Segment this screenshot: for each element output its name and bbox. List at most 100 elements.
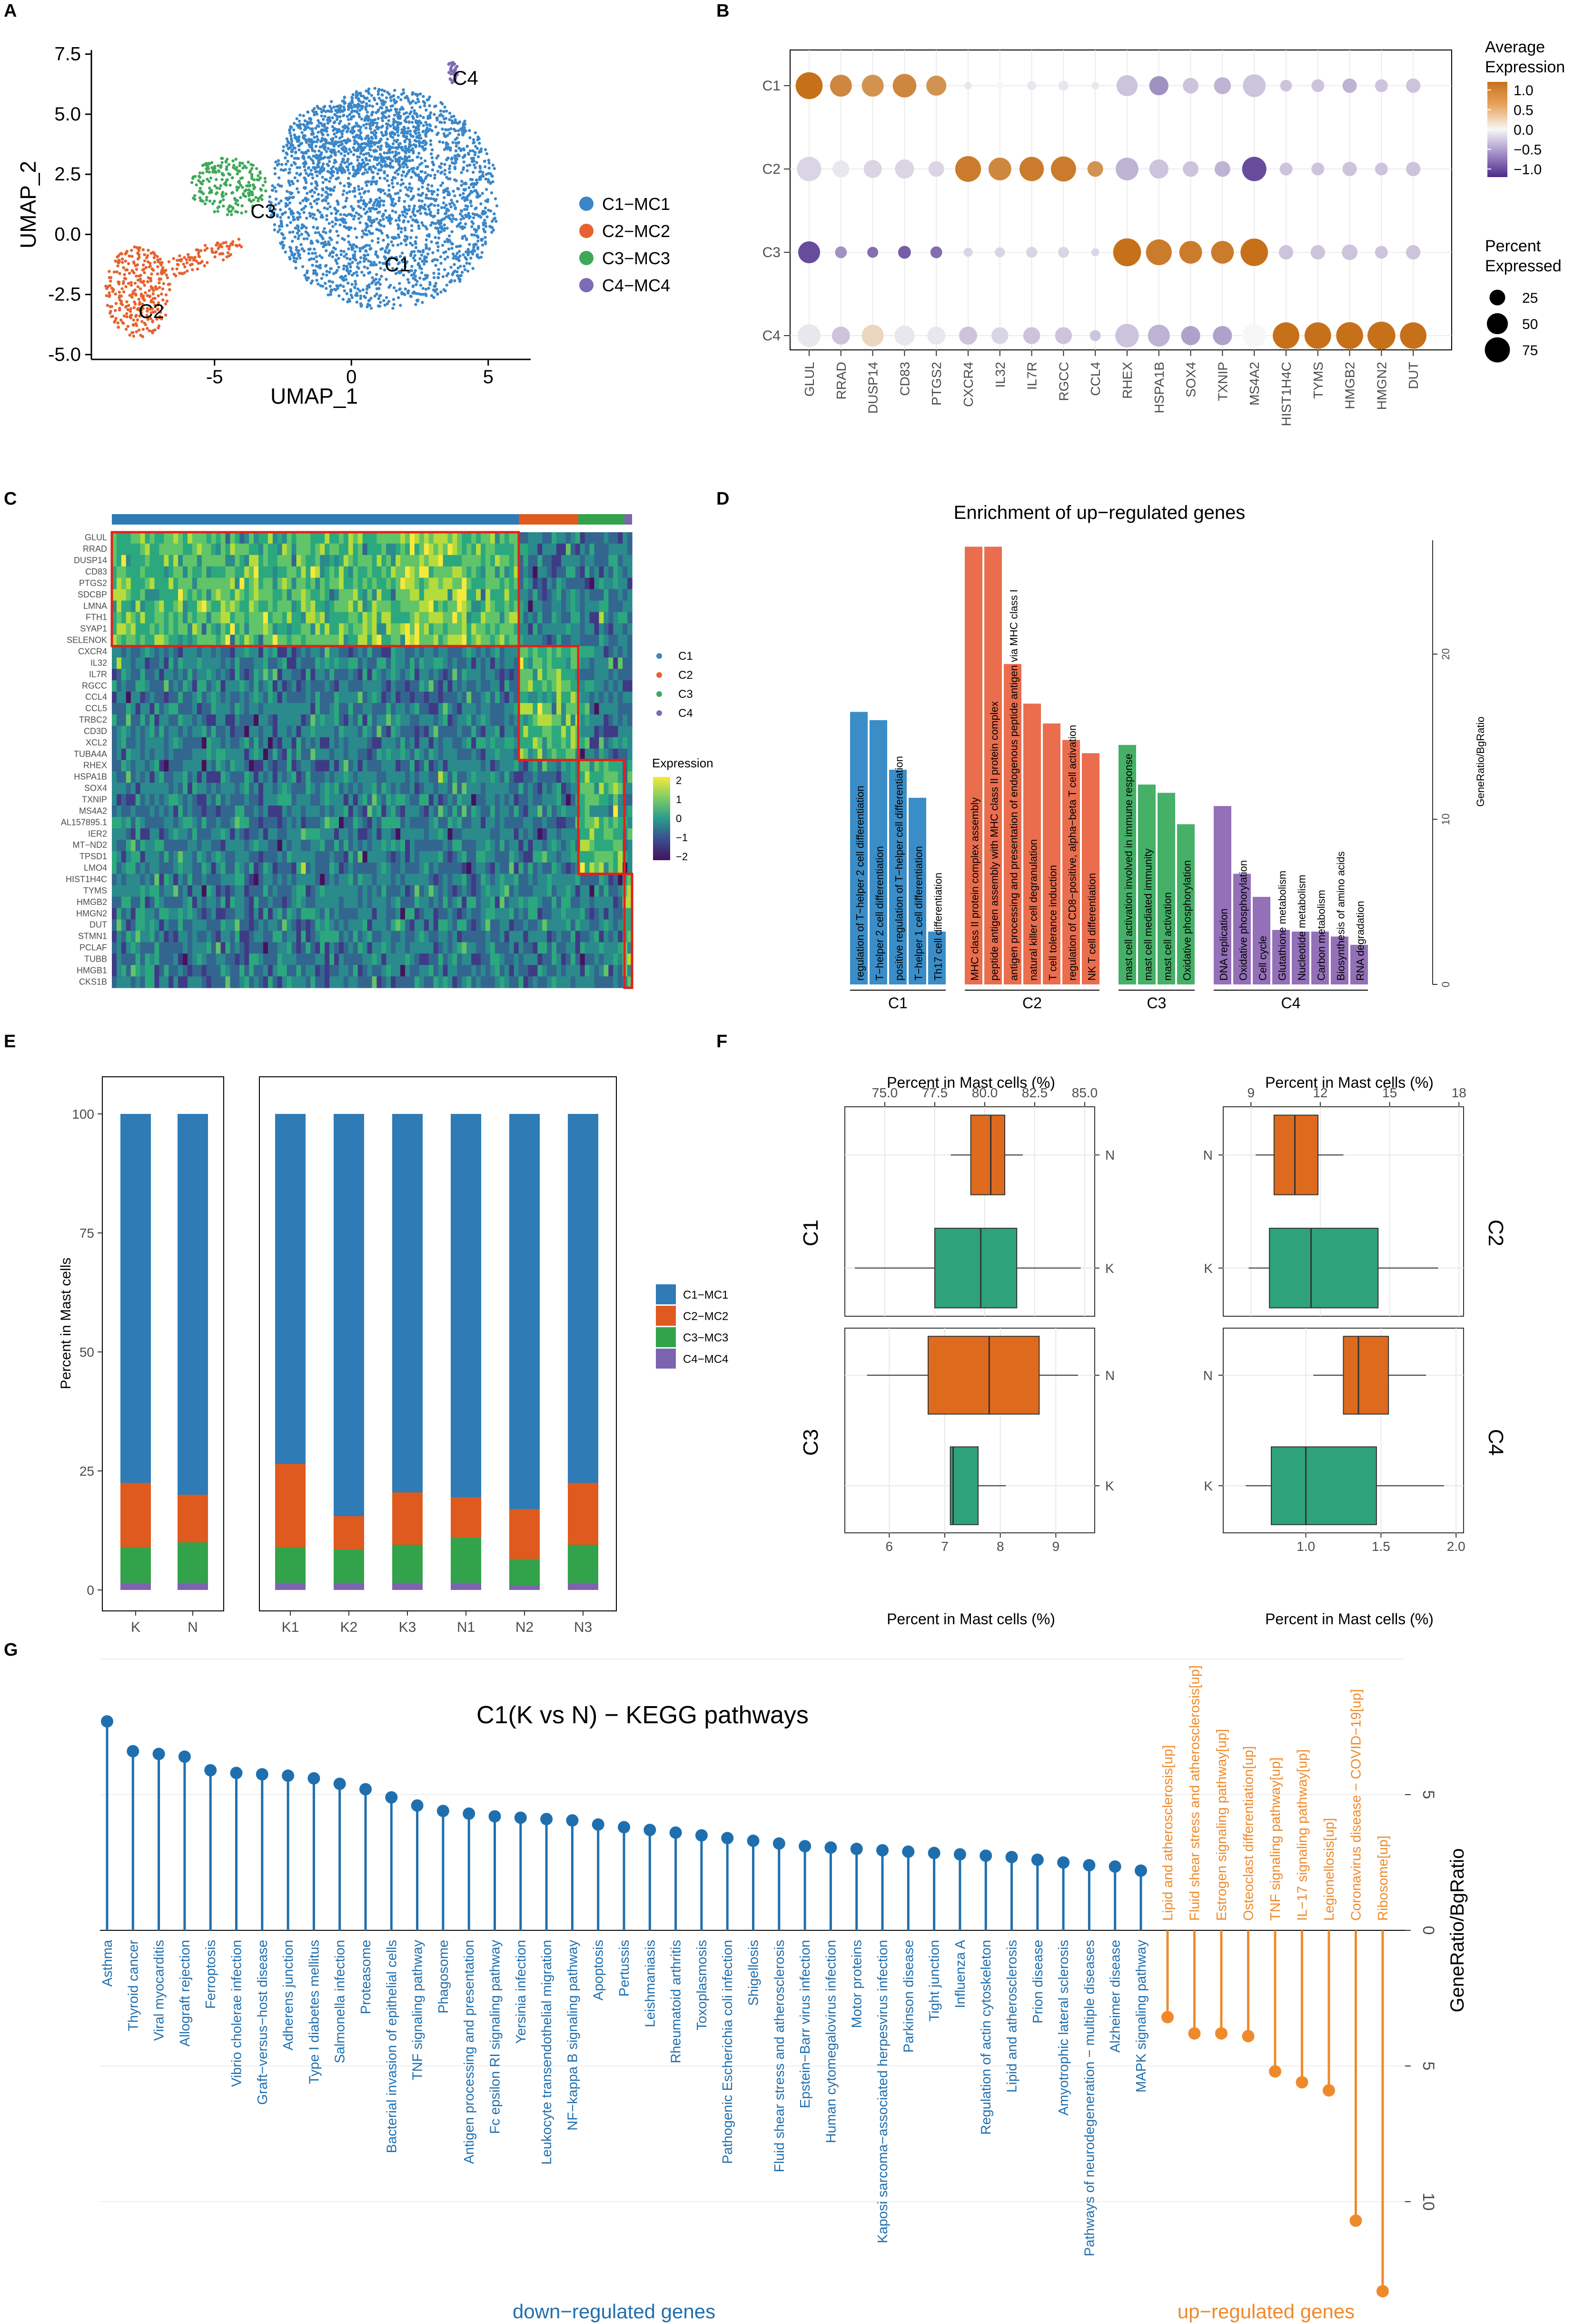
umap-point-c1 bbox=[355, 270, 358, 274]
umap-point-c1 bbox=[421, 185, 424, 189]
heatmap-cell bbox=[495, 669, 500, 681]
umap-point-c1 bbox=[383, 171, 386, 175]
heatmap-cell bbox=[504, 669, 510, 681]
heatmap-cell bbox=[457, 612, 462, 624]
umap-point-c2 bbox=[228, 248, 231, 251]
umap-point-c1 bbox=[410, 176, 413, 179]
umap-point-c2 bbox=[143, 284, 146, 287]
heatmap-cell bbox=[168, 555, 174, 567]
heatmap-cell bbox=[296, 635, 302, 646]
umap-point-c2 bbox=[165, 299, 169, 303]
dotplot-gene-label: RGCC bbox=[1056, 362, 1071, 401]
heatmap-cell bbox=[367, 612, 373, 624]
umap-point-c1 bbox=[369, 232, 372, 235]
heatmap-cell bbox=[447, 612, 453, 624]
heatmap-cell bbox=[604, 566, 609, 578]
umap-point-c1 bbox=[323, 206, 327, 210]
heatmap-cell bbox=[476, 657, 481, 669]
heatmap-cell bbox=[556, 532, 562, 544]
heatmap-cell bbox=[495, 612, 500, 624]
umap-point-c2 bbox=[176, 263, 179, 266]
umap-point-c2 bbox=[219, 252, 223, 255]
heatmap-cell bbox=[263, 532, 268, 544]
umap-point-c1 bbox=[369, 182, 373, 186]
heatmap-cell bbox=[168, 532, 174, 544]
umap-point-c3 bbox=[222, 198, 225, 201]
heatmap-cell bbox=[542, 566, 547, 578]
umap-point-c3 bbox=[220, 161, 224, 164]
heatmap-cell bbox=[504, 635, 510, 646]
heatmap-cell bbox=[187, 555, 193, 567]
umap-point-c1 bbox=[382, 203, 385, 207]
heatmap-cell bbox=[561, 577, 566, 590]
umap-point-c1 bbox=[312, 140, 316, 143]
umap-point-c1 bbox=[369, 220, 372, 223]
heatmap-cell bbox=[618, 623, 623, 635]
umap-point-c1 bbox=[485, 215, 489, 218]
umap-point-c1 bbox=[323, 138, 327, 141]
heatmap-cell bbox=[613, 589, 618, 601]
umap-point-c1 bbox=[400, 174, 404, 177]
heatmap-cell bbox=[183, 577, 188, 590]
umap-point-c1 bbox=[293, 122, 296, 125]
umap-point-c1 bbox=[367, 99, 371, 103]
heatmap-cell bbox=[244, 577, 249, 590]
heatmap-cell bbox=[424, 635, 429, 646]
heatmap-cell bbox=[537, 555, 543, 567]
heatmap-cell bbox=[367, 635, 373, 646]
umap-point-c1 bbox=[365, 288, 369, 291]
heatmap-cell bbox=[570, 555, 576, 567]
heatmap-cell bbox=[552, 646, 557, 658]
heatmap-cell bbox=[357, 612, 363, 624]
heatmap-cell bbox=[504, 555, 510, 567]
heatmap-cell bbox=[197, 532, 202, 544]
heatmap-cell bbox=[187, 669, 193, 681]
umap-point-c1 bbox=[399, 304, 402, 307]
umap-point-c1 bbox=[356, 124, 359, 128]
heatmap-cell bbox=[570, 600, 576, 613]
umap-point-c1 bbox=[298, 212, 301, 216]
heatmap-cell bbox=[249, 623, 254, 635]
heatmap-cell bbox=[343, 635, 349, 646]
umap-point-c1 bbox=[313, 191, 316, 194]
umap-point-c1 bbox=[486, 198, 490, 201]
umap-point-c1 bbox=[434, 222, 437, 225]
panel-label-c: C bbox=[4, 489, 17, 509]
size-legend-label: 25 bbox=[1522, 290, 1538, 306]
umap-point-c1 bbox=[325, 150, 328, 153]
heatmap-cell bbox=[216, 623, 221, 635]
umap-point-c1 bbox=[471, 222, 475, 225]
umap-point-c2 bbox=[174, 274, 178, 278]
umap-point-c1 bbox=[410, 229, 414, 232]
heatmap-cell bbox=[623, 623, 628, 635]
umap-point-c1 bbox=[325, 214, 328, 218]
umap-point-c1 bbox=[356, 110, 359, 114]
umap-point-c1 bbox=[411, 218, 415, 221]
heatmap-cell bbox=[528, 589, 533, 601]
umap-point-c1 bbox=[459, 225, 462, 229]
heatmap-cell bbox=[272, 577, 278, 590]
heatmap-cell bbox=[239, 532, 245, 544]
umap-point-c1 bbox=[473, 140, 476, 144]
heatmap-cell bbox=[509, 646, 515, 658]
heatmap-cell bbox=[244, 657, 249, 669]
umap-point-c1 bbox=[349, 130, 353, 134]
umap-point-c1 bbox=[397, 218, 401, 222]
umap-point-c1 bbox=[419, 178, 422, 182]
heatmap-cell bbox=[589, 589, 595, 601]
umap-point-c1 bbox=[286, 189, 289, 193]
umap-point-c2 bbox=[153, 253, 157, 257]
heatmap-cell bbox=[267, 589, 273, 601]
heatmap-cell bbox=[173, 635, 178, 646]
umap-point-c1 bbox=[349, 289, 353, 293]
umap-point-c1 bbox=[325, 195, 328, 199]
umap-point-c1 bbox=[455, 218, 458, 221]
heatmap-cell bbox=[485, 623, 491, 635]
umap-point-c3 bbox=[257, 174, 260, 178]
umap-point-c3 bbox=[198, 187, 202, 190]
umap-point-c1 bbox=[287, 216, 290, 219]
umap-point-c1 bbox=[376, 304, 380, 308]
umap-point-c1 bbox=[370, 155, 373, 158]
umap-point-c1 bbox=[355, 300, 358, 304]
umap-point-c1 bbox=[436, 292, 439, 296]
